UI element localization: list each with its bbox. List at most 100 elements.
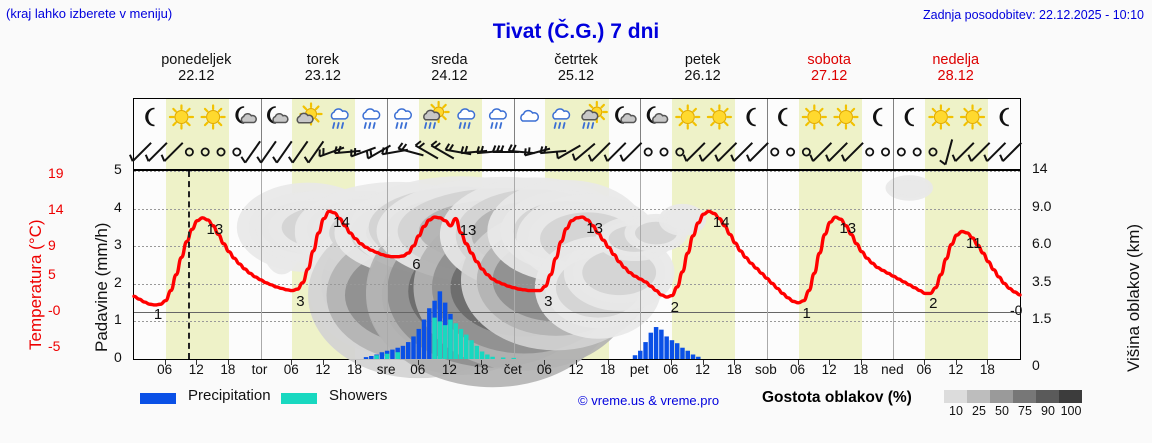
- gridline-v: [893, 171, 895, 359]
- gridline-h: [134, 208, 1020, 210]
- time-tick-label: 12: [821, 362, 837, 377]
- calm-wind-icon: [881, 147, 891, 157]
- time-tick-label: 18: [346, 362, 363, 377]
- precipitation-bar: [363, 357, 369, 359]
- temperature-curve: [132, 209, 1022, 307]
- axis-tick-label: 4: [114, 198, 122, 215]
- time-tick-label: 12: [568, 362, 584, 377]
- gridline-v: [513, 171, 515, 359]
- day-name: ponedeljek: [161, 52, 232, 68]
- cloud-density-colorbar: [944, 390, 1082, 403]
- showers-bar: [500, 357, 506, 359]
- axis-tick-mark: [164, 360, 166, 365]
- calm-wind-icon: [896, 147, 906, 157]
- gridline-v: [766, 171, 768, 359]
- showers-legend-swatch: [281, 393, 317, 404]
- axis-tick-mark: [702, 360, 704, 365]
- page-title: Tivat (Č.G.) 7 dni: [492, 20, 660, 43]
- axis-tick-mark: [196, 360, 198, 365]
- colorbar-tick-label: 25: [972, 404, 986, 418]
- precipitation-legend-label: Precipitation: [188, 387, 271, 404]
- temperature-label: 13: [586, 220, 603, 238]
- day-band-sobota: [798, 171, 862, 359]
- axis-tick-label: 3.5: [1032, 272, 1052, 289]
- showers-bar: [432, 317, 437, 359]
- wind-barb-icon: [129, 142, 152, 162]
- time-tick-label: pet: [629, 362, 649, 377]
- showers-bar: [395, 352, 400, 359]
- precipitation-bar: [696, 356, 701, 359]
- wind-barb-icon: [571, 142, 596, 162]
- cloud-rain-icon: [330, 108, 349, 129]
- time-tick-label: tor: [251, 362, 268, 377]
- wind-barb-icon: [587, 142, 611, 162]
- precipitation-bar: [643, 342, 648, 359]
- wind-barb-icon: [746, 142, 769, 162]
- sun-icon: [959, 104, 986, 130]
- showers-bar: [453, 323, 458, 359]
- colorbar-segment: [967, 390, 990, 403]
- time-tick-label: 12: [695, 362, 711, 377]
- axis-tick-label: 0: [1032, 357, 1040, 373]
- showers-bar: [474, 345, 480, 359]
- wind-barb-icon: [730, 142, 754, 162]
- last-updated: Zadnja posodobitev: 22.12.2025 - 10:10: [922, 8, 1144, 22]
- showers-legend-label: Showers: [329, 387, 388, 404]
- showers-bar: [490, 356, 495, 359]
- day-date: 28.12: [937, 68, 974, 84]
- axis-tick-label: 0: [114, 349, 122, 365]
- showers-bar: [511, 357, 516, 359]
- wind-barb-icon: [951, 142, 975, 162]
- calm-wind-icon: [659, 147, 669, 157]
- day-band-sobota: [798, 136, 862, 169]
- axis-tick-label: -0: [48, 302, 61, 319]
- precipitation-bar: [400, 345, 406, 359]
- cloud-height-axis-title: Višina oblakov (km): [1124, 223, 1143, 372]
- showers-bar: [464, 334, 469, 359]
- day-separator: [766, 136, 768, 169]
- time-tick-label: 06: [536, 362, 552, 377]
- colorbar-tick-label: 75: [1018, 404, 1032, 418]
- axis-tick-mark: [322, 360, 324, 365]
- day-date: 26.12: [684, 68, 721, 84]
- day-band-petek: [671, 136, 736, 169]
- showers-bar: [485, 354, 490, 359]
- sun-cloud-icon: [296, 102, 323, 126]
- day-date: 23.12: [304, 68, 341, 84]
- colorbar-tick-label: 50: [995, 404, 1009, 418]
- day-name: torek: [306, 52, 339, 68]
- wind-barb-icon: [840, 142, 864, 162]
- day-band-nedelja: [925, 136, 989, 169]
- axis-tick-mark: [417, 360, 419, 365]
- calm-wind-icon: [865, 147, 875, 157]
- wind-barb-icon: [507, 144, 535, 155]
- precipitation-bar: [421, 319, 427, 359]
- moon-icon: [746, 107, 756, 127]
- axis-tick-label: -5: [48, 338, 61, 355]
- calm-wind-icon: [928, 147, 938, 157]
- wind-barb-icon: [983, 142, 1007, 162]
- time-tick-label: 06: [157, 362, 173, 377]
- axis-tick-label: 9: [48, 237, 56, 254]
- day-header-nedelja: nedelja 28.12: [892, 52, 1019, 84]
- time-tick-label: 06: [410, 362, 426, 377]
- cloud-icon: [520, 109, 540, 122]
- day-separator: [766, 99, 768, 136]
- showers-bar: [442, 325, 448, 359]
- gridline-v: [260, 171, 262, 359]
- wind-barb-icon: [619, 142, 643, 162]
- axis-tick-mark: [449, 360, 451, 365]
- day-header-ponedeljek: ponedeljek 22.12: [133, 52, 260, 84]
- precipitation-bar: [685, 350, 690, 359]
- axis-tick-mark: [607, 360, 609, 365]
- temperature-label: 14: [333, 214, 350, 232]
- colorbar-tick-label: 10: [949, 404, 963, 418]
- colorbar-tick-label: 90: [1041, 404, 1055, 418]
- wind-barb-icon: [698, 142, 722, 162]
- time-tick-label: 12: [948, 362, 964, 377]
- axis-tick-mark: [987, 360, 989, 365]
- wind-barb-icon: [430, 140, 455, 160]
- wind-barb-row: [129, 136, 1022, 170]
- copyright-link[interactable]: © vreme.us & vreme.pro: [578, 393, 720, 408]
- sun-icon: [928, 104, 954, 130]
